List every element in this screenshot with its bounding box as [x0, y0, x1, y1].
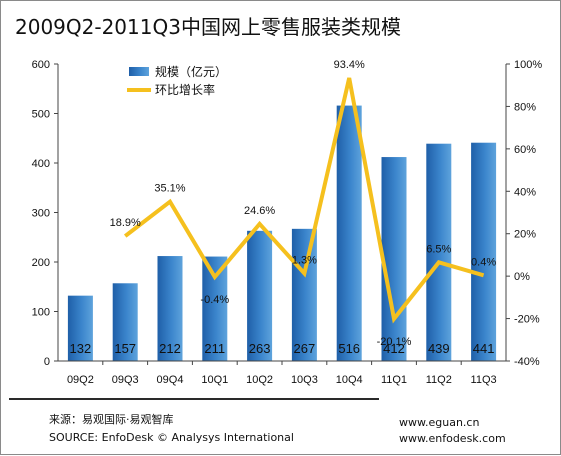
- x-tick-label: 09Q3: [112, 374, 139, 386]
- bar-09Q3: [112, 283, 138, 361]
- legend-line-label: 环比增长率: [155, 82, 215, 97]
- bar-value-label: 441: [473, 341, 495, 356]
- y-left-tick-label: 500: [32, 109, 50, 121]
- y-right-tick-label: -40%: [514, 356, 540, 368]
- x-tick-label: 10Q2: [246, 374, 273, 386]
- x-tick-label: 09Q4: [157, 374, 184, 386]
- growth-value-label: 18.9%: [110, 217, 141, 229]
- site-enfodesk: www.enfodesk.com: [399, 432, 506, 445]
- growth-value-label: 1.3%: [292, 254, 317, 266]
- source-cn: 来源：易观国际·易观智库: [49, 413, 174, 426]
- bar-10Q3: [291, 228, 317, 361]
- growth-value-label: 0.4%: [471, 256, 496, 268]
- bar-value-label: 439: [428, 341, 450, 356]
- y-right-tick-label: -20%: [514, 314, 540, 326]
- y-left-tick-label: 100: [32, 307, 50, 319]
- bar-value-label: 516: [338, 341, 360, 356]
- bar-value-label: 263: [249, 341, 271, 356]
- footer-separator: [9, 398, 379, 400]
- y-left-tick-label: 0: [44, 356, 50, 368]
- bar-value-label: 212: [159, 341, 181, 356]
- x-tick-label: 09Q2: [67, 374, 94, 386]
- bar-value-label: 132: [70, 341, 92, 356]
- chart-title: 2009Q2-2011Q3中国网上零售服装类规模: [15, 15, 401, 39]
- y-left-tick-label: 400: [32, 158, 50, 170]
- legend-bar-label: 规模（亿元）: [155, 64, 227, 79]
- bar-11Q2: [426, 143, 452, 361]
- bar-value-label: 211: [204, 341, 225, 356]
- y-right-tick-label: 60%: [514, 144, 536, 156]
- bar-value-label: 157: [114, 341, 136, 356]
- bar-11Q1: [381, 157, 407, 361]
- growth-value-label: 35.1%: [154, 183, 185, 195]
- x-tick-label: 11Q3: [471, 374, 497, 386]
- y-right-tick-label: 80%: [514, 101, 536, 113]
- y-right-tick-label: 100%: [514, 59, 542, 71]
- growth-line: [123, 77, 485, 324]
- y-left-tick-label: 300: [32, 208, 50, 220]
- x-tick-label: 11Q1: [381, 374, 407, 386]
- legend-bar-swatch: [129, 67, 149, 76]
- growth-value-label: 24.6%: [244, 205, 275, 217]
- source-en: SOURCE: EnfoDesk © Analysys Internationa…: [49, 431, 294, 444]
- x-tick-label: 10Q3: [291, 374, 318, 386]
- growth-value-label: 93.4%: [334, 59, 365, 71]
- bar-11Q3: [471, 142, 497, 361]
- y-right-tick-label: 0%: [514, 271, 530, 283]
- x-tick-label: 10Q1: [201, 374, 228, 386]
- y-right-tick-label: 40%: [514, 186, 536, 198]
- bar-value-label: 267: [294, 341, 316, 356]
- bar-09Q2: [67, 295, 93, 361]
- site-eguan: www.eguan.cn: [399, 416, 480, 429]
- y-left-tick-label: 200: [32, 257, 50, 269]
- bar-09Q4: [157, 256, 183, 361]
- growth-value-label: 6.5%: [426, 243, 451, 255]
- bar-value-label: 412: [383, 341, 405, 356]
- y-right-tick-label: 20%: [514, 229, 536, 241]
- growth-value-label: -20.1%: [377, 336, 412, 348]
- x-tick-label: 10Q4: [336, 374, 363, 386]
- bar-10Q4: [336, 105, 362, 361]
- bar-10Q2: [247, 230, 273, 361]
- x-tick-label: 11Q2: [426, 374, 452, 386]
- growth-value-label: -0.4%: [200, 294, 229, 306]
- y-left-tick-label: 600: [32, 59, 50, 71]
